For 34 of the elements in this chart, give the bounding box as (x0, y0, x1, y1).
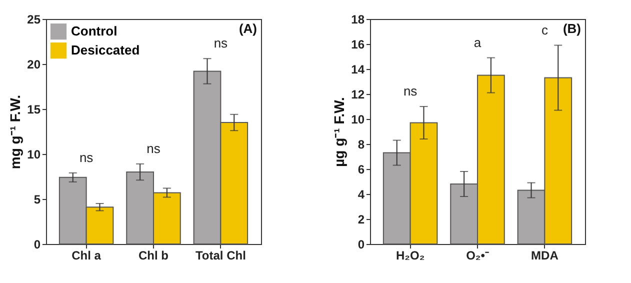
y-tick-label: 0 (358, 238, 365, 252)
y-tick-label: 12 (351, 88, 365, 102)
legend-label: Desiccated (71, 42, 140, 58)
x-tick-label: Total Chl (195, 248, 246, 262)
annotation: (B) (562, 21, 581, 36)
annotation: ns (403, 84, 418, 98)
y-tick-label: 5 (34, 192, 41, 206)
y-tick-label: 4 (358, 188, 365, 202)
y-tick-label: 20 (27, 58, 41, 72)
y-tick-label: 25 (27, 12, 41, 26)
annotation: a (474, 34, 482, 50)
annotation: ns (214, 36, 228, 51)
y-tick-label: 15 (27, 102, 41, 116)
y-axis-title: mg g⁻¹ F.W. (7, 94, 24, 170)
annotation: ns (79, 150, 94, 165)
legend-label: Control (71, 24, 118, 38)
y-tick-label: 10 (351, 112, 365, 126)
y-tick-label: 10 (27, 148, 41, 162)
y-tick-label: 6 (358, 162, 365, 176)
y-tick-label: 14 (351, 62, 365, 76)
x-tick-label: O₂•⁻ (466, 248, 489, 262)
annotation: ns (146, 140, 161, 156)
y-tick-label: 2 (358, 212, 365, 226)
y-tick-label: 18 (351, 12, 365, 26)
x-tick-label: Chl a (72, 248, 102, 262)
annotation: (A) (238, 21, 257, 36)
annotation: c (541, 22, 548, 38)
y-tick-label: 0 (34, 238, 41, 252)
y-tick-label: 8 (358, 138, 365, 152)
x-tick-label: Chl b (138, 248, 168, 262)
y-tick-label: 16 (351, 38, 365, 52)
x-tick-label: H₂O₂ (396, 248, 425, 262)
y-axis-title: µg g⁻¹ F.W. (331, 97, 348, 167)
x-tick-label: MDA (531, 248, 559, 262)
